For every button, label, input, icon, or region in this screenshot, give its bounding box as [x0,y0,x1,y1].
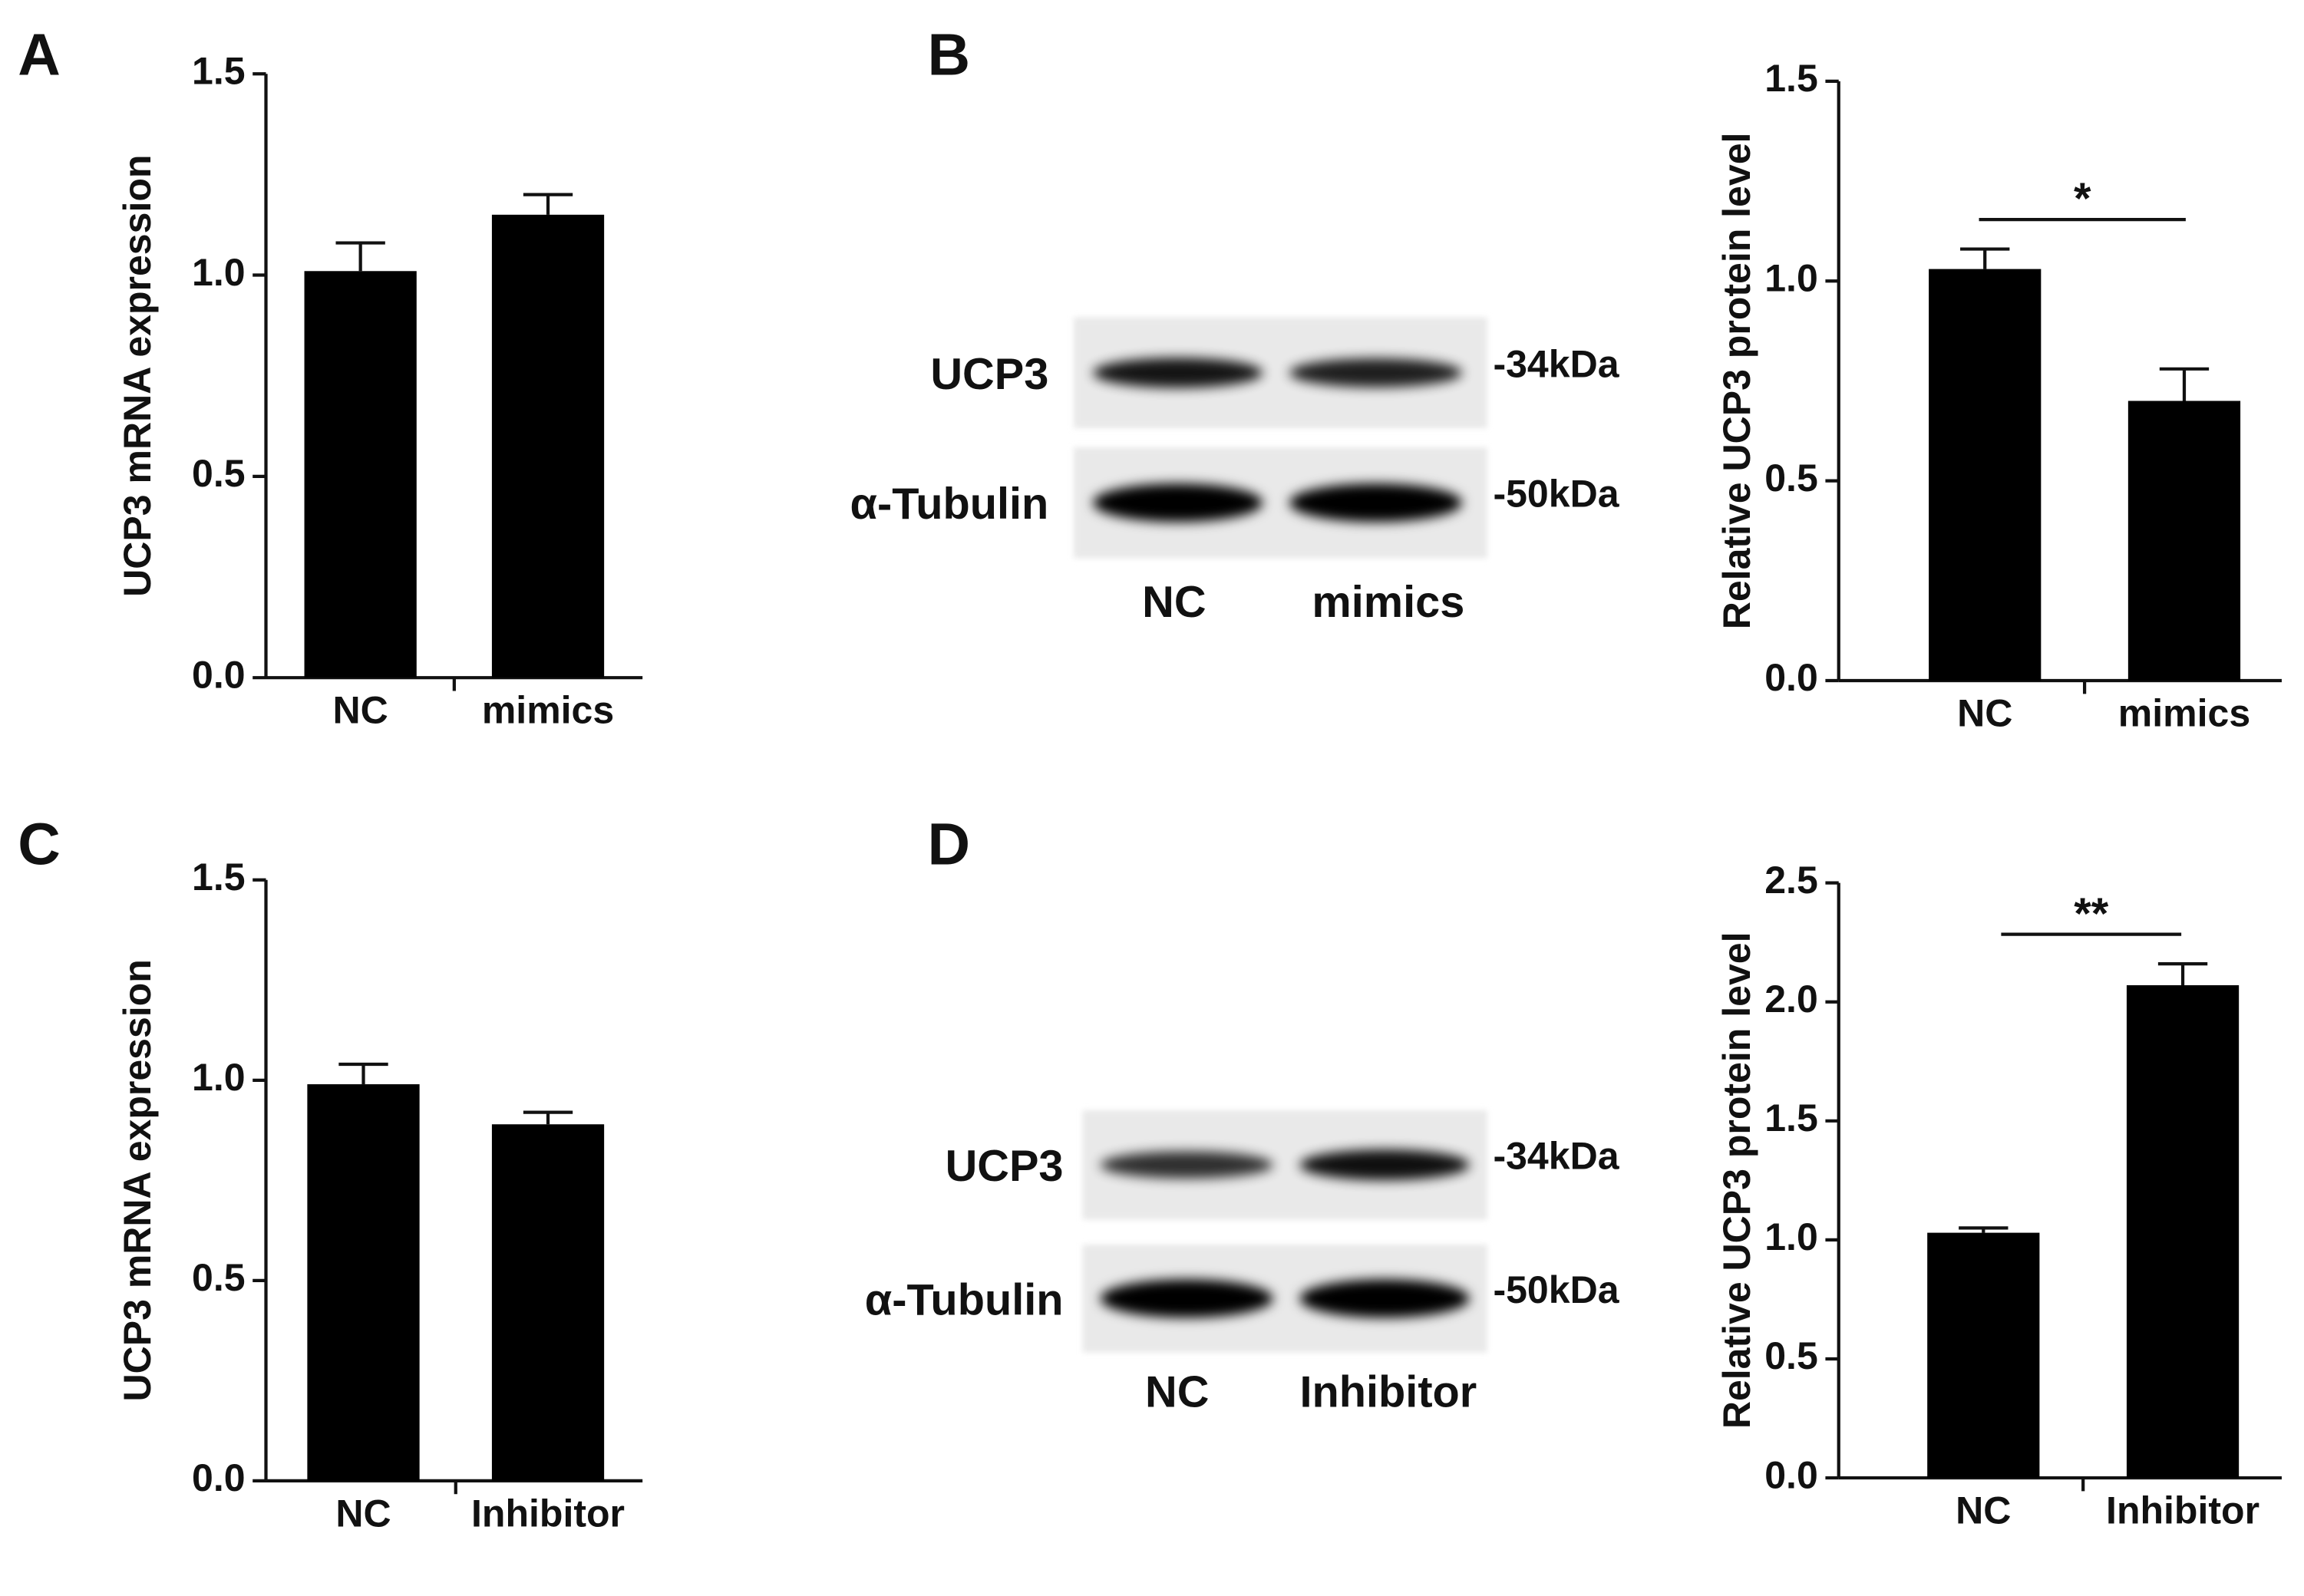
error-bar [1959,1226,2009,1233]
y-tick-label: 0.5 [192,452,246,495]
bar [1929,269,2042,681]
y-tick-label: 2.0 [1764,978,1818,1021]
y-axis-label: Relative UCP3 protein level [1715,932,1758,1429]
y-tick-label: 0.5 [1764,1334,1818,1377]
error-bar [2157,961,2208,986]
bar [2126,985,2240,1479]
band [1299,1149,1470,1181]
y-tick-label: 0.5 [1764,457,1818,500]
y-axis-label: UCP3 mRNA expression [116,959,159,1401]
blot-row-label: α-Tubulin [850,480,1049,529]
error-bar [338,1062,388,1085]
y-tick-label: 0.0 [192,653,246,696]
blot-row-label: α-Tubulin [865,1275,1064,1324]
blot-row-label: UCP3 [946,1142,1064,1191]
y-tick-label: 2.5 [1764,859,1818,902]
band [1100,1151,1273,1179]
error-bar [1960,247,2010,269]
blot-lane-label: Inhibitor [1299,1368,1477,1417]
error-bar [523,193,573,215]
bar [2127,401,2241,681]
y-axis-label: UCP3 mRNA expression [116,155,159,597]
y-tick-label: 0.5 [192,1256,246,1299]
significance-label: ** [2074,889,2108,938]
y-tick-label: 0.0 [1764,656,1818,699]
error-bar [2159,367,2210,401]
y-tick-label: 1.5 [1764,1096,1818,1139]
panel-letter: B [928,21,971,87]
y-tick-label: 1.0 [192,1056,246,1099]
panel-letter: D [928,812,971,878]
x-tick-label: mimics [482,689,614,732]
blot-lane-label: NC [1142,578,1206,627]
x-tick-label: NC [333,689,388,732]
blot-marker: -34kDa [1493,342,1619,385]
y-tick-label: 0.0 [1764,1453,1818,1496]
bar [491,214,605,678]
x-tick-label: mimics [2118,691,2250,734]
blot-lane-label: mimics [1312,578,1464,627]
bar [304,271,417,678]
y-tick-label: 1.5 [192,856,246,899]
error-bar [335,241,385,272]
panel-letter: C [18,812,61,878]
y-tick-label: 1.0 [1764,1215,1818,1258]
y-axis-label: Relative UCP3 protein level [1715,133,1758,630]
blot-lane-label: NC [1145,1368,1209,1417]
band [1299,1279,1470,1318]
error-bar [523,1110,573,1125]
band [1100,1279,1273,1318]
bar [307,1084,420,1481]
bar [491,1124,605,1481]
blot-row-label: UCP3 [930,350,1048,399]
panel-letter: A [18,21,61,87]
band [1093,358,1263,388]
bar [1927,1232,2040,1479]
x-tick-label: Inhibitor [471,1492,625,1535]
blot-marker: -50kDa [1493,473,1619,516]
x-tick-label: Inhibitor [2106,1489,2259,1532]
y-tick-label: 1.5 [192,49,246,92]
y-tick-label: 0.0 [192,1456,246,1499]
y-tick-label: 1.0 [192,251,246,294]
y-tick-label: 1.5 [1764,57,1818,100]
band [1289,483,1463,523]
x-tick-label: NC [1957,691,2012,734]
significance-label: * [2074,174,2091,223]
band [1289,358,1463,387]
x-tick-label: NC [1956,1489,2011,1532]
blot-marker: -34kDa [1493,1135,1619,1178]
x-tick-label: NC [335,1492,391,1535]
blot-marker: -50kDa [1493,1268,1619,1311]
y-tick-label: 1.0 [1764,256,1818,299]
band [1093,483,1263,523]
